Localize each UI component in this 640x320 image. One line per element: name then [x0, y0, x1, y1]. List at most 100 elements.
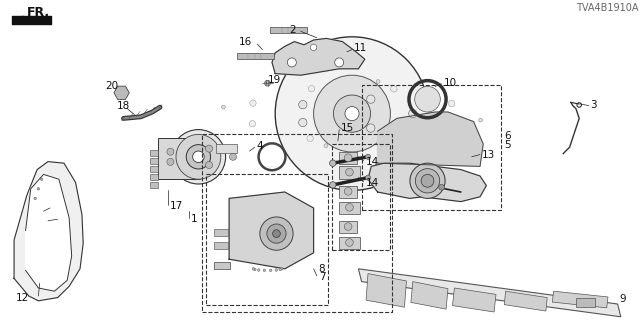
Bar	[150, 182, 158, 188]
Text: 14: 14	[366, 157, 380, 167]
Text: 7: 7	[319, 272, 325, 282]
Polygon shape	[366, 274, 406, 307]
Circle shape	[257, 269, 260, 271]
Circle shape	[279, 268, 282, 271]
Circle shape	[367, 124, 375, 132]
Bar	[214, 262, 230, 269]
Circle shape	[439, 184, 444, 190]
Bar	[158, 138, 200, 179]
Polygon shape	[452, 288, 496, 312]
Text: 14: 14	[366, 178, 380, 188]
Circle shape	[367, 95, 375, 103]
Polygon shape	[552, 291, 608, 308]
Circle shape	[344, 188, 352, 195]
Bar	[214, 229, 228, 236]
Bar	[339, 152, 357, 164]
Circle shape	[280, 268, 283, 270]
Circle shape	[324, 144, 328, 148]
Bar	[216, 144, 237, 153]
Circle shape	[314, 75, 390, 152]
Text: 20: 20	[106, 81, 118, 91]
Text: 5: 5	[504, 140, 511, 150]
Bar	[214, 242, 228, 249]
Circle shape	[330, 160, 336, 166]
Circle shape	[253, 268, 256, 271]
Polygon shape	[229, 192, 314, 269]
Circle shape	[299, 100, 307, 109]
Bar	[150, 158, 158, 164]
Text: 4: 4	[256, 141, 262, 151]
Circle shape	[193, 151, 204, 163]
Circle shape	[335, 58, 344, 67]
Circle shape	[40, 178, 43, 180]
Bar	[202, 134, 392, 312]
Bar	[339, 186, 357, 198]
Circle shape	[172, 130, 226, 184]
Text: 12: 12	[15, 292, 29, 303]
Text: 3: 3	[590, 100, 596, 110]
Circle shape	[275, 37, 429, 190]
Circle shape	[344, 223, 352, 230]
Circle shape	[205, 145, 212, 152]
Text: 15: 15	[341, 123, 355, 133]
Bar	[576, 298, 595, 307]
Bar	[150, 174, 158, 180]
Text: 10: 10	[444, 77, 457, 88]
Circle shape	[205, 162, 212, 169]
Text: 1: 1	[191, 214, 197, 224]
Text: 9: 9	[620, 294, 626, 304]
Polygon shape	[358, 269, 621, 317]
Circle shape	[448, 121, 454, 127]
Circle shape	[269, 269, 272, 272]
Circle shape	[249, 121, 255, 127]
Circle shape	[449, 100, 455, 107]
Circle shape	[409, 109, 417, 118]
Bar	[237, 53, 274, 59]
Circle shape	[273, 230, 280, 237]
Circle shape	[167, 158, 174, 165]
Circle shape	[421, 174, 434, 187]
Circle shape	[346, 204, 353, 211]
Text: FR.: FR.	[27, 6, 50, 19]
Circle shape	[229, 153, 237, 160]
Polygon shape	[378, 112, 483, 166]
Circle shape	[221, 105, 225, 109]
Text: 2: 2	[290, 25, 296, 35]
Circle shape	[34, 197, 36, 200]
Bar	[150, 150, 158, 156]
Text: 18: 18	[117, 100, 130, 111]
Text: 19: 19	[268, 75, 281, 85]
Circle shape	[410, 163, 445, 198]
Circle shape	[310, 44, 317, 51]
Circle shape	[346, 239, 353, 246]
Circle shape	[307, 135, 314, 141]
Circle shape	[344, 154, 352, 162]
Circle shape	[365, 175, 371, 180]
Circle shape	[346, 168, 353, 176]
Circle shape	[260, 217, 293, 250]
Circle shape	[252, 268, 255, 270]
Polygon shape	[368, 163, 486, 202]
Circle shape	[415, 169, 440, 193]
Polygon shape	[14, 162, 83, 301]
Circle shape	[376, 80, 380, 84]
Circle shape	[287, 58, 296, 67]
Circle shape	[479, 118, 483, 122]
Polygon shape	[411, 282, 448, 309]
Bar	[206, 174, 328, 305]
Bar	[270, 27, 307, 33]
Circle shape	[345, 107, 359, 121]
Circle shape	[365, 154, 371, 159]
Circle shape	[415, 86, 440, 112]
Text: TVA4B1910A: TVA4B1910A	[576, 3, 639, 13]
Circle shape	[390, 86, 397, 92]
Text: 11: 11	[354, 43, 367, 53]
Bar	[362, 85, 501, 210]
Circle shape	[299, 118, 307, 127]
Circle shape	[250, 100, 256, 106]
Text: 17: 17	[170, 201, 183, 212]
Circle shape	[186, 145, 211, 169]
Circle shape	[267, 224, 286, 243]
Circle shape	[37, 188, 40, 190]
Circle shape	[333, 95, 371, 132]
